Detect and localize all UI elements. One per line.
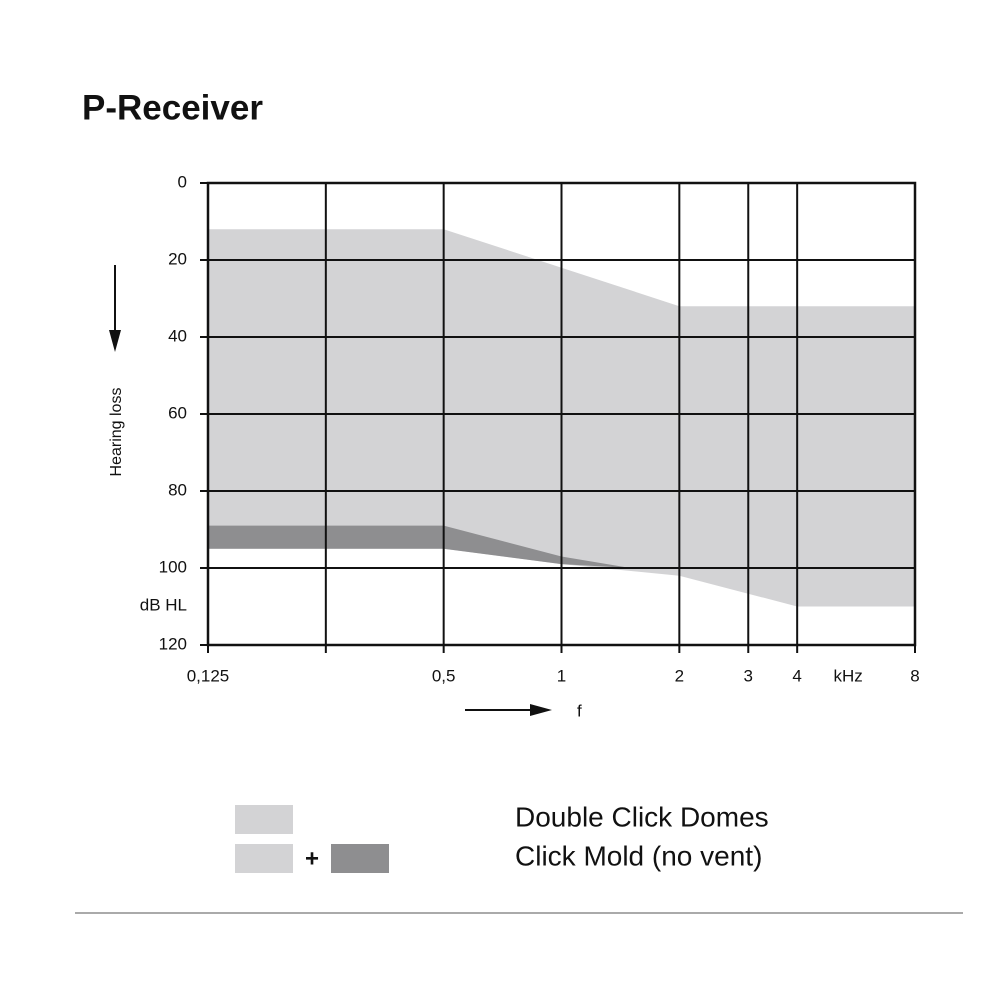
x-tick-label: 2 xyxy=(675,666,684,685)
y-tick-label: 0 xyxy=(178,172,187,191)
x-arrow-head xyxy=(530,704,552,716)
x-tick-label: 1 xyxy=(557,666,566,685)
legend-swatch xyxy=(235,805,293,834)
x-tick-label: 0,5 xyxy=(432,666,456,685)
x-tick-label: 3 xyxy=(744,666,753,685)
y-arrow-head xyxy=(109,330,121,352)
x-tick-label: 8 xyxy=(910,666,919,685)
legend-label: Double Click Domes xyxy=(515,801,769,832)
x-tick-label: 0,125 xyxy=(187,666,230,685)
legend-label: Click Mold (no vent) xyxy=(515,840,762,871)
legend-swatch xyxy=(235,844,293,873)
y-unit: dB HL xyxy=(140,595,187,614)
y-tick-label: 40 xyxy=(168,326,187,345)
x-tick-label: 4 xyxy=(792,666,801,685)
y-tick-label: 80 xyxy=(168,480,187,499)
y-tick-label: 120 xyxy=(159,634,187,653)
range-band xyxy=(208,525,631,568)
x-axis-label: f xyxy=(577,701,582,720)
chart-title: P-Receiver xyxy=(82,88,263,127)
x-unit: kHz xyxy=(833,666,862,685)
plot-border xyxy=(206,181,917,647)
y-tick-label: 60 xyxy=(168,403,187,422)
y-axis-label: Hearing loss xyxy=(108,388,125,477)
y-tick-label: 100 xyxy=(159,557,187,576)
y-tick-label: 20 xyxy=(168,249,187,268)
legend-swatch xyxy=(331,844,389,873)
legend-joiner: + xyxy=(305,845,319,872)
